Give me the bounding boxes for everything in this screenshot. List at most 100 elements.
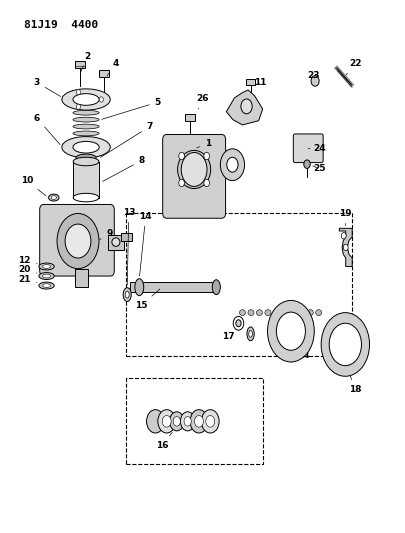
Text: 19: 19: [338, 209, 351, 225]
Ellipse shape: [39, 272, 54, 279]
Ellipse shape: [246, 327, 254, 341]
Circle shape: [203, 179, 209, 187]
Ellipse shape: [256, 310, 262, 316]
Ellipse shape: [298, 310, 304, 316]
Text: 10: 10: [21, 176, 46, 196]
Ellipse shape: [76, 154, 96, 161]
Ellipse shape: [39, 263, 54, 270]
Circle shape: [328, 323, 360, 366]
Bar: [125, 378, 263, 464]
Text: 14: 14: [139, 212, 152, 276]
Circle shape: [169, 412, 183, 431]
Circle shape: [76, 104, 80, 109]
Ellipse shape: [73, 131, 99, 136]
Circle shape: [178, 152, 184, 160]
Ellipse shape: [235, 320, 241, 327]
Bar: [185, 114, 194, 120]
Ellipse shape: [62, 89, 110, 110]
Ellipse shape: [43, 265, 51, 268]
Ellipse shape: [232, 317, 243, 330]
Circle shape: [194, 416, 203, 427]
Ellipse shape: [177, 150, 210, 189]
Bar: [129, 282, 216, 292]
Ellipse shape: [43, 284, 51, 287]
FancyBboxPatch shape: [162, 134, 225, 218]
Text: 1: 1: [196, 139, 211, 148]
Circle shape: [343, 244, 347, 251]
Circle shape: [320, 313, 369, 376]
Circle shape: [310, 76, 318, 86]
Text: 5: 5: [101, 98, 160, 119]
Text: 15: 15: [135, 289, 160, 310]
Bar: [75, 61, 85, 68]
Circle shape: [158, 410, 175, 433]
Ellipse shape: [73, 138, 99, 143]
FancyBboxPatch shape: [292, 134, 322, 163]
Text: 11: 11: [251, 78, 266, 87]
Circle shape: [146, 410, 164, 433]
Circle shape: [240, 99, 252, 114]
Ellipse shape: [112, 238, 119, 246]
Bar: [120, 232, 132, 241]
Circle shape: [267, 301, 313, 362]
Ellipse shape: [62, 136, 110, 158]
Ellipse shape: [264, 310, 270, 316]
Ellipse shape: [73, 157, 99, 166]
Text: 6: 6: [34, 114, 60, 144]
Ellipse shape: [125, 291, 129, 298]
Circle shape: [220, 149, 244, 181]
Ellipse shape: [273, 310, 279, 316]
Ellipse shape: [123, 288, 131, 302]
Bar: [245, 79, 255, 85]
Circle shape: [162, 416, 171, 427]
Circle shape: [205, 416, 214, 427]
Ellipse shape: [73, 124, 99, 129]
Ellipse shape: [247, 310, 254, 316]
Bar: [108, 235, 123, 249]
Bar: [125, 214, 351, 356]
Ellipse shape: [73, 94, 99, 106]
Ellipse shape: [51, 196, 56, 199]
Circle shape: [181, 152, 207, 187]
Circle shape: [341, 232, 345, 239]
Text: 4: 4: [107, 60, 118, 76]
Circle shape: [76, 90, 80, 95]
Circle shape: [226, 157, 237, 172]
Circle shape: [183, 417, 191, 426]
Ellipse shape: [73, 141, 99, 153]
Circle shape: [180, 412, 194, 431]
Polygon shape: [226, 90, 262, 125]
Text: 16: 16: [155, 432, 172, 450]
Ellipse shape: [307, 310, 313, 316]
Ellipse shape: [281, 310, 287, 316]
FancyBboxPatch shape: [40, 205, 114, 276]
Text: 8: 8: [102, 156, 145, 181]
Text: 24: 24: [307, 144, 325, 154]
Ellipse shape: [39, 282, 54, 289]
Ellipse shape: [134, 279, 143, 296]
Text: 25: 25: [312, 165, 324, 173]
Circle shape: [201, 410, 219, 433]
Text: 3: 3: [34, 78, 60, 96]
Text: 26: 26: [196, 94, 208, 109]
Ellipse shape: [49, 194, 59, 201]
Text: 21: 21: [19, 275, 37, 284]
Circle shape: [276, 312, 305, 350]
Ellipse shape: [239, 310, 245, 316]
Text: 9: 9: [100, 229, 112, 240]
Ellipse shape: [73, 117, 99, 122]
Bar: [75, 269, 88, 287]
Text: 2: 2: [81, 52, 90, 71]
Circle shape: [173, 417, 180, 426]
Ellipse shape: [73, 193, 99, 202]
Polygon shape: [339, 228, 351, 266]
Circle shape: [190, 410, 207, 433]
Bar: [99, 70, 109, 77]
Text: 14: 14: [296, 351, 309, 360]
Text: 20: 20: [19, 265, 37, 274]
Text: 81J19  4400: 81J19 4400: [23, 20, 98, 30]
Ellipse shape: [315, 310, 321, 316]
Circle shape: [57, 214, 99, 269]
Ellipse shape: [290, 310, 296, 316]
Circle shape: [203, 152, 209, 160]
